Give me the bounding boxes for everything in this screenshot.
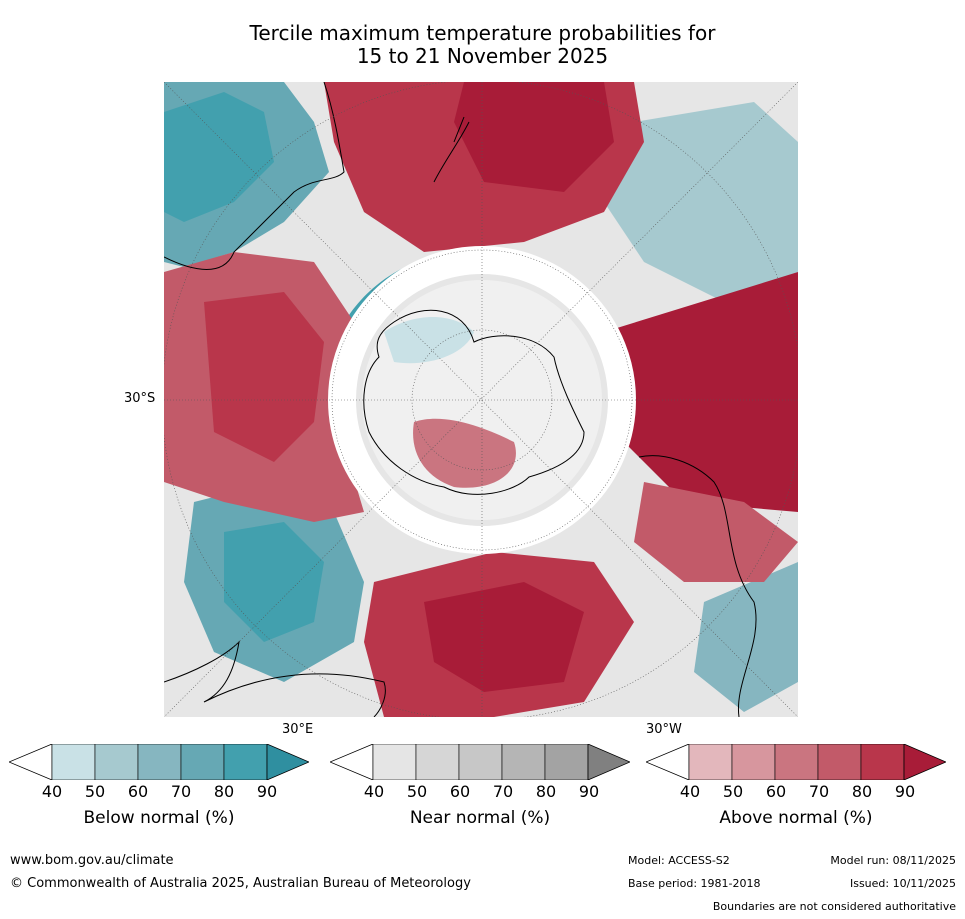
- latitude-label-30s: 30°S: [124, 391, 156, 406]
- colorbar-segment: [51, 743, 96, 781]
- colorbar-above-label: Above normal (%): [719, 808, 873, 828]
- colorbar-extend-high: [903, 743, 948, 781]
- footer-copyright: © Commonwealth of Australia 2025, Austra…: [10, 876, 471, 891]
- region-above-south-america-east: [634, 482, 798, 582]
- colorbar-near: [328, 743, 632, 781]
- colorbar-segment: [372, 743, 417, 781]
- footer-website: www.bom.gov.au/climate: [10, 853, 174, 868]
- tick-label: 70: [492, 782, 514, 801]
- tick-label: 50: [84, 782, 106, 801]
- colorbar-above-graphic: [644, 743, 948, 781]
- tick-label: 60: [765, 782, 787, 801]
- colorbar-segment: [774, 743, 819, 781]
- colorbar-segment: [688, 743, 733, 781]
- region-above-antarctica: [413, 418, 516, 488]
- footer-base-period: Base period: 1981-2018: [628, 877, 761, 890]
- colorbar-extend-low: [7, 743, 53, 781]
- region-above-south-atlantic-core: [424, 582, 584, 692]
- colorbar-extend-low: [644, 743, 690, 781]
- colorbar-above: [644, 743, 948, 781]
- colorbar-near-label: Near normal (%): [409, 808, 551, 828]
- colorbar-extend-low: [328, 743, 374, 781]
- region-above-south-pacific: [604, 272, 798, 512]
- colorbar-segment: [180, 743, 225, 781]
- tick-label: 40: [363, 782, 385, 801]
- longitude-label-30e: 30°E: [282, 722, 314, 737]
- footer-model-run: Model run: 08/11/2025: [830, 854, 956, 867]
- title-line-2: 15 to 21 November 2025: [356, 44, 609, 68]
- africa-coastline: [164, 640, 386, 717]
- colorbar-segment: [94, 743, 139, 781]
- footer-issued: Issued: 10/11/2025: [849, 877, 956, 890]
- colorbar-near-graphic: [328, 743, 632, 781]
- antarctica-coastline: [363, 309, 585, 495]
- footer-disclaimer: Boundaries are not considered authoritat…: [712, 900, 956, 913]
- tick-label: 60: [449, 782, 471, 801]
- colorbar-below: [7, 743, 311, 781]
- region-below-pacific-ne: [604, 102, 798, 302]
- footer-model: Model: ACCESS-S2: [628, 854, 730, 867]
- colorbar-below-graphic: [7, 743, 311, 781]
- tick-label: 40: [679, 782, 701, 801]
- tick-label: 90: [578, 782, 600, 801]
- region-above-southern-indian-core: [204, 292, 324, 462]
- title-line-1: Tercile maximum temperature probabilitie…: [249, 21, 716, 45]
- region-above-tasman-core: [454, 82, 614, 192]
- colorbar-segment: [501, 743, 546, 781]
- tick-label: 40: [41, 782, 63, 801]
- region-below-south-america: [694, 562, 798, 712]
- colorbar-segment: [223, 743, 268, 781]
- colorbar-segment: [817, 743, 862, 781]
- region-below-antarctica: [384, 317, 474, 364]
- tick-label: 50: [722, 782, 744, 801]
- tick-label: 70: [170, 782, 192, 801]
- tick-label: 80: [851, 782, 873, 801]
- colorbar-segment: [544, 743, 589, 781]
- tick-label: 90: [894, 782, 916, 801]
- colorbar-segment: [458, 743, 503, 781]
- map-title: Tercile maximum temperature probabilitie…: [0, 22, 965, 68]
- colorbar-segment: [137, 743, 182, 781]
- probability-map: [164, 82, 798, 717]
- region-below-indian-ocean-core: [224, 522, 324, 642]
- colorbar-segment: [860, 743, 905, 781]
- south-america-coastline: [638, 455, 757, 717]
- tick-label: 60: [127, 782, 149, 801]
- tick-label: 80: [535, 782, 557, 801]
- longitude-label-30w: 30°W: [646, 722, 682, 737]
- colorbar-segment: [731, 743, 776, 781]
- new-zealand-coastline: [433, 116, 470, 183]
- tick-label: 80: [213, 782, 235, 801]
- graticule: [164, 82, 798, 717]
- tick-label: 90: [256, 782, 278, 801]
- tick-label: 50: [406, 782, 428, 801]
- tick-label: 70: [808, 782, 830, 801]
- colorbar-below-label: Below normal (%): [83, 808, 235, 828]
- region-below-australia-core: [164, 92, 274, 222]
- map-canvas: [164, 82, 798, 717]
- australia-coastline: [164, 82, 345, 270]
- colorbar-extend-high: [587, 743, 632, 781]
- colorbar-segment: [415, 743, 460, 781]
- colorbar-extend-high: [266, 743, 311, 781]
